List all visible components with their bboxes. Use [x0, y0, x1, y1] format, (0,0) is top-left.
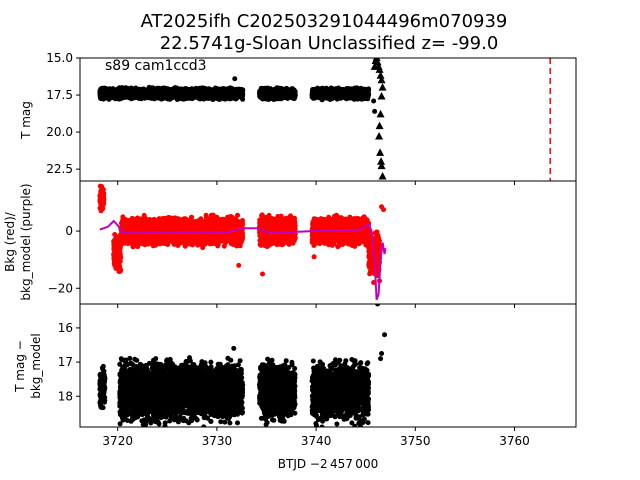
data-point: [229, 90, 234, 96]
data-point: [131, 93, 137, 99]
panel-top-magnitude: 15.017.520.022.5: [46, 51, 577, 185]
data-point: [153, 90, 159, 96]
data-point: [190, 91, 196, 97]
data-point: [289, 91, 295, 97]
data-point: [283, 95, 289, 101]
data-point: [279, 89, 285, 95]
data-point: [159, 89, 165, 95]
data-point: [144, 92, 150, 98]
data-point: [116, 91, 122, 97]
data-point: [98, 92, 104, 98]
data-point: [224, 92, 230, 98]
data-point: [176, 87, 181, 93]
figure-title-line2: 22.5741g-Sloan Unclassified z= -99.0: [160, 33, 499, 54]
plot-area-top: [97, 58, 551, 181]
data-point: [125, 90, 131, 96]
series-segment-1: [257, 85, 298, 102]
data-point: [215, 89, 221, 95]
data-point: [237, 92, 242, 98]
data-point: [260, 90, 265, 96]
data-point: [261, 95, 267, 101]
data-point: [215, 93, 221, 99]
figure-title-line1: AT2025ifh C202503291044496m070939: [141, 11, 508, 32]
data-point: [195, 90, 201, 95]
data-point: [110, 88, 116, 94]
series-segment-2: [309, 85, 372, 103]
data-point: [163, 93, 169, 99]
data-point: [183, 91, 189, 97]
data-point: [112, 96, 118, 102]
series-segment-0: [97, 84, 246, 102]
data-point: [103, 93, 109, 99]
data-point: [205, 93, 211, 99]
data-point: [207, 88, 213, 94]
data-point: [170, 90, 176, 96]
data-point: [266, 88, 272, 94]
